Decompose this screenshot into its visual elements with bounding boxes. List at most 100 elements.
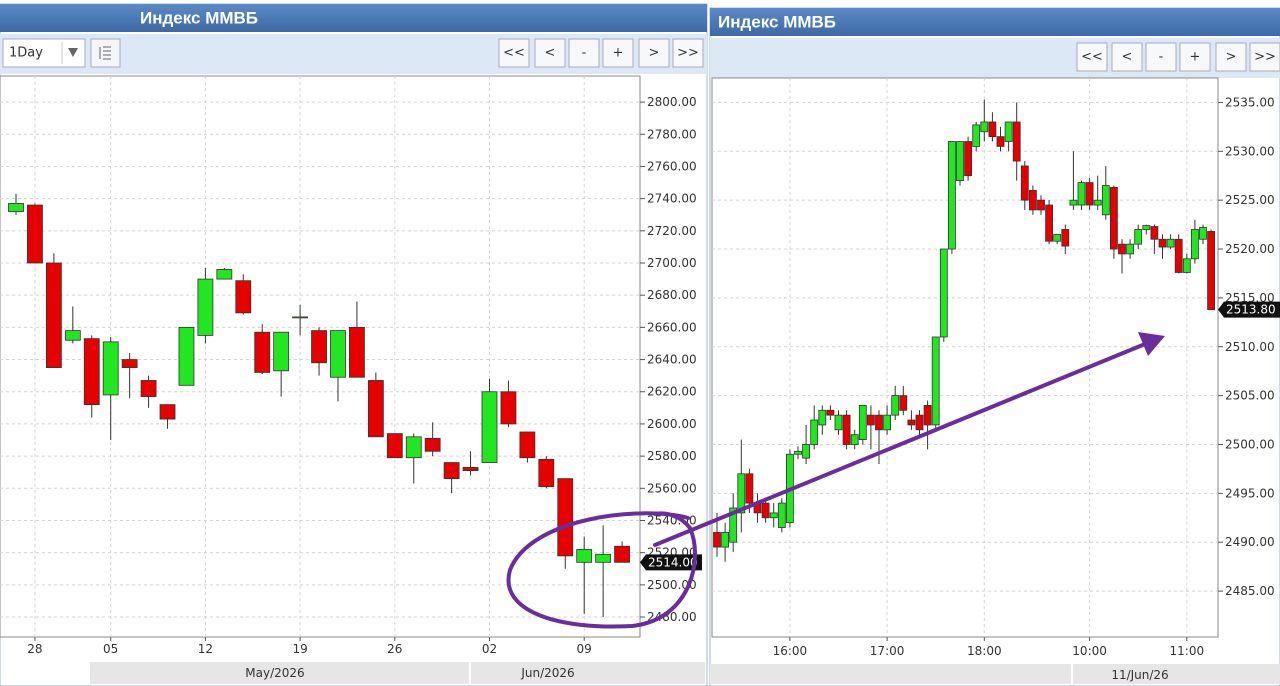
hand-drawn-circle	[506, 511, 698, 629]
nav-button-label: >	[1226, 50, 1237, 65]
nav-button-label: -	[1159, 50, 1164, 65]
candle-body	[980, 121, 989, 133]
candle-body	[45, 262, 62, 369]
candle-body	[923, 404, 932, 426]
candle-body	[500, 391, 517, 425]
nav-button[interactable]	[498, 38, 530, 68]
x-group-label: Jun/2026	[520, 666, 574, 680]
nav-button-label: <	[545, 46, 556, 61]
y-tick-label: 2510.00	[1225, 340, 1275, 354]
nav-button[interactable]	[602, 38, 634, 68]
candle-body	[140, 380, 157, 397]
candle-body	[557, 478, 574, 557]
candle-body	[1053, 233, 1062, 242]
nav-button[interactable]	[1179, 42, 1211, 72]
candle-body	[850, 434, 859, 445]
candle-body	[1085, 182, 1094, 206]
candle-body	[216, 269, 233, 280]
candle-body	[867, 414, 875, 426]
candle-body	[964, 141, 972, 177]
candle-body	[367, 380, 384, 438]
candle-body	[875, 414, 883, 431]
candle-body	[1191, 229, 1199, 260]
nav-button[interactable]	[534, 38, 566, 68]
candle-body	[915, 414, 924, 431]
x-tick-label: 17:00	[870, 644, 905, 658]
date-band	[710, 664, 1280, 684]
y-tick-label: 2620.00	[647, 385, 697, 399]
candle-body	[481, 391, 498, 463]
dropdown-arrow	[68, 48, 78, 57]
y-tick-label: 2520.00	[1225, 242, 1275, 256]
y-tick-label: 2505.00	[1225, 389, 1275, 403]
candle-body	[1118, 243, 1126, 255]
candle-body	[386, 433, 403, 459]
y-tick-label: 2760.00	[647, 159, 697, 173]
y-tick-label: 2780.00	[647, 127, 697, 141]
candle-body	[311, 330, 327, 364]
nav-button[interactable]	[1111, 42, 1143, 72]
chart-panel: Индекс ММВБ<< < - + > >>2485.002490.002495.00…	[709, 7, 1280, 686]
candle-body	[273, 331, 290, 372]
candle-body	[858, 404, 867, 440]
candle-body	[254, 331, 271, 373]
y-tick-label: 2535.00	[1225, 95, 1275, 109]
candle-body	[899, 395, 908, 411]
candle-body	[292, 316, 309, 319]
candle-body	[1012, 121, 1021, 162]
nav-button-label: <<	[503, 46, 525, 61]
candle-body	[1110, 187, 1118, 250]
title-bar	[710, 8, 1280, 36]
y-tick-label: 2600.00	[647, 417, 697, 431]
table-button[interactable]	[90, 38, 121, 68]
y-tick-label: 2500.00	[1225, 437, 1275, 451]
y-tick-label: 2640.00	[647, 353, 697, 367]
candle-body	[1174, 238, 1183, 273]
candle-body	[729, 507, 738, 543]
candles	[713, 99, 1215, 562]
candle-body	[235, 280, 252, 314]
candle-body	[405, 436, 422, 459]
candle-body	[907, 419, 916, 426]
nav-button-label: <<	[1081, 50, 1103, 65]
candle-body	[810, 419, 819, 445]
candle-body	[102, 341, 119, 396]
candle-body	[794, 450, 802, 455]
date-band	[90, 662, 705, 684]
y-tick-label: 2525.00	[1225, 193, 1275, 207]
nav-button[interactable]	[672, 38, 704, 68]
y-tick-label: 2485.00	[1225, 584, 1275, 598]
candle-body	[939, 248, 948, 338]
candle-body	[1004, 121, 1013, 142]
nav-button[interactable]	[568, 38, 600, 68]
nav-button[interactable]	[1076, 42, 1108, 72]
candle-body	[349, 326, 365, 378]
candle-body	[1126, 243, 1134, 255]
y-tick-label: 2500.00	[647, 578, 697, 592]
chart-title: Индекс ММВБ	[140, 9, 258, 28]
candle-body	[761, 502, 770, 519]
interval-label: 1Day	[9, 46, 43, 61]
candle-body	[972, 124, 981, 147]
chart-title: Индекс ММВБ	[718, 13, 836, 32]
nav-button[interactable]	[638, 38, 670, 68]
candle-body	[519, 431, 536, 459]
nav-button[interactable]	[1249, 42, 1280, 72]
y-tick-label: 2580.00	[647, 449, 697, 463]
x-tick-label: 10:00	[1072, 644, 1107, 658]
x-group-label: 11/Jun/26	[1111, 668, 1168, 682]
candle-body	[1029, 189, 1037, 211]
nav-button-label: >	[649, 46, 660, 61]
candle-body	[834, 414, 843, 431]
x-tick-label: 26	[387, 642, 402, 656]
candle-body	[1101, 185, 1110, 216]
last-price-label: 2514.00	[648, 555, 698, 569]
candle-body	[121, 359, 138, 369]
nav-button-label: +	[613, 46, 624, 61]
candle-body	[1166, 238, 1175, 248]
nav-button[interactable]	[1215, 42, 1247, 72]
candle-body	[802, 444, 810, 459]
nav-button[interactable]	[1145, 42, 1177, 72]
x-tick-label: 16:00	[773, 644, 808, 658]
candle-body	[777, 502, 786, 528]
